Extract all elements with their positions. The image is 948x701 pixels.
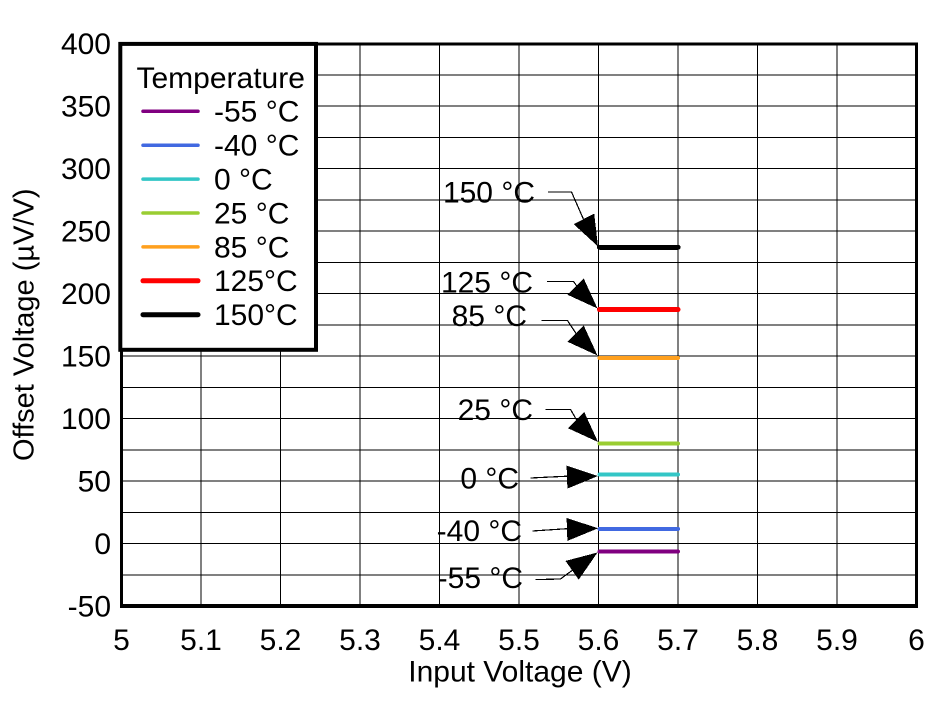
svg-text:25 °C: 25 °C <box>214 197 289 230</box>
svg-text:5.2: 5.2 <box>260 624 302 657</box>
svg-text:5.8: 5.8 <box>737 624 779 657</box>
svg-text:6: 6 <box>908 624 925 657</box>
svg-text:200: 200 <box>61 278 111 311</box>
svg-text:-40 °C: -40 °C <box>214 130 299 163</box>
svg-text:5.4: 5.4 <box>419 624 461 657</box>
svg-text:-40 °C: -40 °C <box>437 515 522 548</box>
svg-text:5.1: 5.1 <box>180 624 222 657</box>
svg-text:5: 5 <box>113 624 130 657</box>
svg-text:Offset Voltage (µV/V): Offset Voltage (µV/V) <box>9 189 41 461</box>
svg-text:125°C: 125°C <box>214 265 298 298</box>
svg-text:85 °C: 85 °C <box>214 231 289 264</box>
svg-text:-50: -50 <box>68 590 111 623</box>
svg-text:125 °C: 125 °C <box>441 267 533 300</box>
svg-text:150: 150 <box>61 340 111 373</box>
svg-text:150°C: 150°C <box>214 299 298 332</box>
svg-text:300: 300 <box>61 153 111 186</box>
svg-text:5.9: 5.9 <box>816 624 858 657</box>
svg-text:Temperature: Temperature <box>137 62 305 95</box>
svg-text:0 °C: 0 °C <box>460 463 519 496</box>
svg-text:0: 0 <box>94 528 111 561</box>
svg-text:5.3: 5.3 <box>339 624 381 657</box>
svg-text:100: 100 <box>61 403 111 436</box>
svg-text:350: 350 <box>61 90 111 123</box>
svg-text:Input Voltage (V): Input Voltage (V) <box>408 656 631 689</box>
svg-text:5.7: 5.7 <box>657 624 699 657</box>
svg-text:50: 50 <box>78 465 111 498</box>
svg-text:-55 °C: -55 °C <box>214 96 299 129</box>
svg-text:5.6: 5.6 <box>578 624 620 657</box>
svg-text:400: 400 <box>61 28 111 61</box>
svg-text:250: 250 <box>61 215 111 248</box>
svg-text:-55 °C: -55 °C <box>438 562 523 595</box>
svg-text:85 °C: 85 °C <box>452 300 527 333</box>
svg-text:150 °C: 150 °C <box>443 177 535 210</box>
svg-text:25 °C: 25 °C <box>458 394 533 427</box>
svg-text:5.5: 5.5 <box>498 624 540 657</box>
svg-text:0 °C: 0 °C <box>214 164 273 197</box>
